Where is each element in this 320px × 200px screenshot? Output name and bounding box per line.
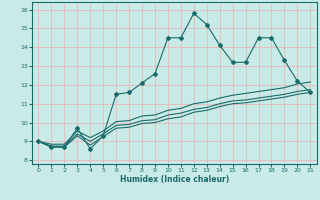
X-axis label: Humidex (Indice chaleur): Humidex (Indice chaleur) [120, 175, 229, 184]
